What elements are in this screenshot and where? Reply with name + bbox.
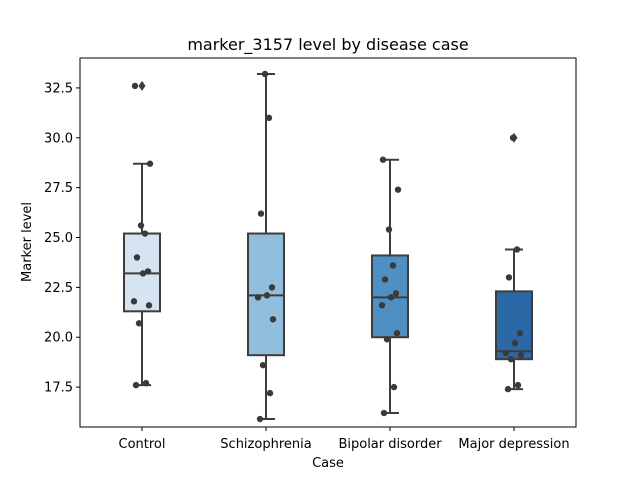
data-point	[509, 134, 517, 141]
x-tick-label: Schizophrenia	[220, 437, 311, 452]
data-point	[132, 381, 140, 389]
data-point	[514, 381, 522, 389]
data-point	[507, 355, 515, 363]
data-point	[133, 254, 141, 261]
y-tick-label: 20.0	[44, 331, 73, 346]
data-point	[394, 186, 402, 193]
plot-area	[79, 57, 577, 428]
data-point	[390, 383, 398, 391]
data-point	[379, 156, 387, 163]
chart-title: marker_3157 level by disease case	[187, 35, 468, 55]
iqr-box	[495, 290, 533, 361]
x-axis: Control Schizophrenia Bipolar disorder Majo…	[119, 427, 570, 452]
data-point	[259, 361, 267, 369]
data-point	[145, 302, 153, 309]
data-point	[144, 268, 152, 275]
data-point	[142, 379, 150, 387]
x-tick-label: Major depression	[458, 437, 569, 452]
data-point	[257, 210, 265, 217]
data-point	[381, 276, 389, 283]
data-point	[387, 294, 395, 301]
data-point	[265, 114, 273, 122]
data-point	[141, 230, 149, 237]
data-point	[383, 336, 391, 343]
boxes-layer	[123, 72, 533, 421]
box-4	[495, 132, 533, 391]
data-point	[269, 316, 277, 323]
data-point	[392, 290, 400, 297]
y-tick-label: 22.5	[44, 281, 73, 296]
x-tick-label: Bipolar disorder	[338, 437, 442, 452]
data-point	[513, 246, 521, 253]
data-point	[131, 82, 139, 90]
data-point	[378, 302, 386, 309]
data-point	[516, 330, 524, 337]
data-point	[261, 70, 269, 78]
data-point	[135, 320, 143, 327]
box-2	[247, 72, 285, 421]
data-point	[130, 298, 138, 305]
data-point	[505, 274, 513, 281]
outlier-marker	[138, 80, 146, 91]
data-point	[139, 270, 147, 277]
data-point	[389, 262, 397, 269]
data-point	[502, 350, 510, 357]
data-point	[385, 226, 393, 233]
data-point	[380, 409, 388, 417]
data-point	[393, 330, 401, 337]
data-point	[263, 292, 271, 299]
points-layer	[130, 70, 525, 423]
y-axis-label: Marker level	[20, 202, 35, 282]
data-point	[146, 160, 154, 167]
data-point	[266, 389, 274, 397]
data-point	[256, 415, 264, 423]
y-tick-label: 27.5	[44, 181, 73, 196]
box-3	[371, 158, 409, 415]
y-tick-label: 17.5	[44, 381, 73, 396]
y-tick-label: 30.0	[44, 131, 73, 146]
x-tick-label: Control	[119, 437, 166, 452]
data-point	[511, 340, 519, 347]
x-axis-label: Case	[312, 456, 344, 471]
y-tick-label: 25.0	[44, 231, 73, 246]
y-axis: 17.5 20.0 22.5 25.0 27.5 30.0 32.5	[44, 81, 80, 396]
data-point	[517, 351, 525, 359]
data-point	[137, 222, 145, 229]
data-point	[268, 284, 276, 291]
y-tick-label: 32.5	[44, 81, 73, 96]
data-point	[254, 294, 262, 301]
data-point	[504, 385, 512, 393]
